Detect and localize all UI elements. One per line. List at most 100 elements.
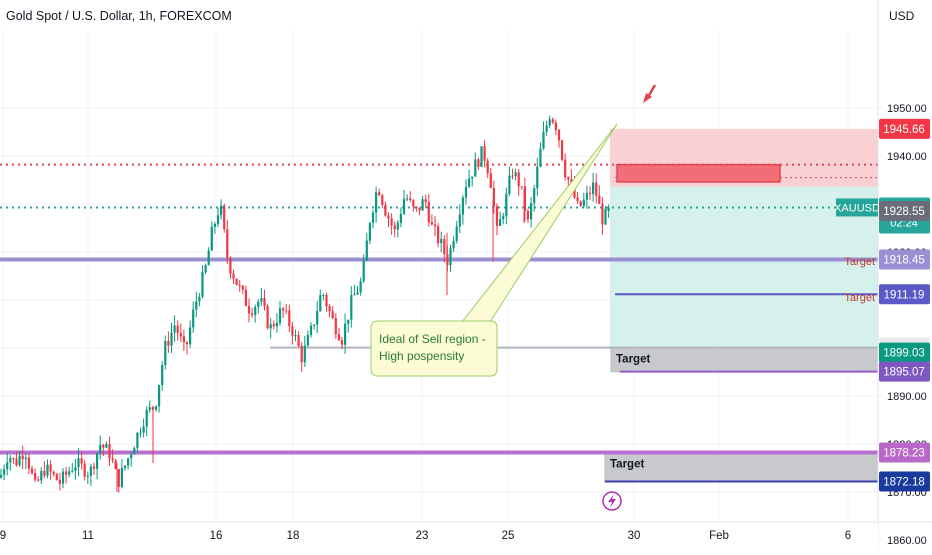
candle <box>356 292 359 295</box>
currency-label[interactable]: USD <box>889 9 915 23</box>
price-label-bg[interactable] <box>879 200 930 221</box>
candle <box>520 186 523 188</box>
candle <box>120 467 123 487</box>
candle <box>213 224 216 227</box>
candle <box>127 458 130 466</box>
candle <box>71 470 74 472</box>
candle <box>598 195 601 204</box>
candle <box>350 295 353 320</box>
candle <box>46 464 49 476</box>
candle <box>316 311 319 325</box>
y-tick-label: 1950.00 <box>887 103 927 115</box>
target-box-label: Target <box>610 458 644 470</box>
candle <box>468 178 471 187</box>
y-tick-label: 1860.00 <box>887 535 927 547</box>
candle <box>30 468 34 474</box>
candle <box>282 308 285 311</box>
chart-title: Gold Spot / U.S. Dollar, 1h, FOREXCOM <box>6 9 232 23</box>
candle <box>433 224 437 227</box>
candle <box>418 207 421 211</box>
candle <box>542 131 545 149</box>
sell-zone[interactable] <box>616 163 781 183</box>
price-label-bg[interactable] <box>879 342 930 363</box>
candle <box>154 406 158 410</box>
candle <box>136 432 139 449</box>
x-tick-label: 30 <box>628 530 641 542</box>
candle <box>604 208 607 225</box>
price-label-bg[interactable] <box>879 442 930 463</box>
x-tick-label: 25 <box>502 530 515 542</box>
candle <box>393 225 396 230</box>
price-label: 1878.23 <box>883 447 925 459</box>
candle <box>322 295 325 297</box>
candle <box>198 296 201 302</box>
candle <box>142 426 145 433</box>
annotation-text: High pospensity <box>379 349 464 363</box>
candle <box>37 479 40 481</box>
candle <box>201 272 204 297</box>
candle <box>77 458 80 467</box>
price-label-bg[interactable] <box>879 118 930 139</box>
lightning-icon[interactable] <box>602 491 622 511</box>
candle <box>495 206 499 226</box>
candle <box>167 341 170 346</box>
candle <box>461 197 464 215</box>
price-label-bg[interactable] <box>879 249 930 270</box>
x-tick-label: 18 <box>287 530 300 542</box>
candle <box>111 458 114 461</box>
candle <box>164 341 167 366</box>
candle <box>595 182 598 196</box>
candle <box>238 284 241 286</box>
candle <box>368 223 371 241</box>
candle <box>427 202 430 223</box>
y-tick-label: 1890.00 <box>887 391 927 403</box>
ticker-label-bg[interactable] <box>836 198 878 217</box>
candle <box>297 335 300 347</box>
candle <box>576 197 579 202</box>
candle <box>449 248 452 266</box>
candle <box>34 473 37 480</box>
candle <box>539 148 542 167</box>
candle <box>406 198 409 200</box>
candle <box>588 193 592 195</box>
candle <box>359 281 362 293</box>
candle <box>58 480 61 484</box>
price-label: 1945.66 <box>883 124 925 136</box>
candle <box>291 326 294 336</box>
candle <box>170 332 173 346</box>
price-label-bg[interactable] <box>879 284 930 305</box>
x-tick-label: 6 <box>845 530 851 542</box>
candle <box>102 444 105 448</box>
candle <box>489 173 492 189</box>
x-tick-label: 9 <box>0 530 6 542</box>
annotation-box[interactable] <box>370 320 498 377</box>
candle <box>49 464 52 472</box>
candle <box>216 215 220 225</box>
target-box-label: Target <box>616 354 650 366</box>
price-label-bg[interactable] <box>879 361 930 382</box>
candle <box>502 216 505 220</box>
candle <box>607 207 610 211</box>
candle <box>412 200 415 207</box>
price-label-bg[interactable] <box>879 471 930 492</box>
candle <box>464 186 468 198</box>
candle <box>123 465 127 468</box>
candle <box>325 295 328 307</box>
candle <box>278 308 282 323</box>
candle <box>105 444 108 448</box>
candle <box>139 432 142 434</box>
candle <box>306 335 309 346</box>
candle <box>55 474 58 481</box>
candles <box>0 115 610 493</box>
candle <box>486 160 489 174</box>
candle <box>545 125 548 132</box>
candle <box>189 327 192 345</box>
candle <box>204 265 207 273</box>
candle <box>266 306 269 329</box>
candle <box>229 257 232 274</box>
candle <box>148 407 151 410</box>
candle <box>387 215 390 219</box>
candle <box>179 333 182 337</box>
